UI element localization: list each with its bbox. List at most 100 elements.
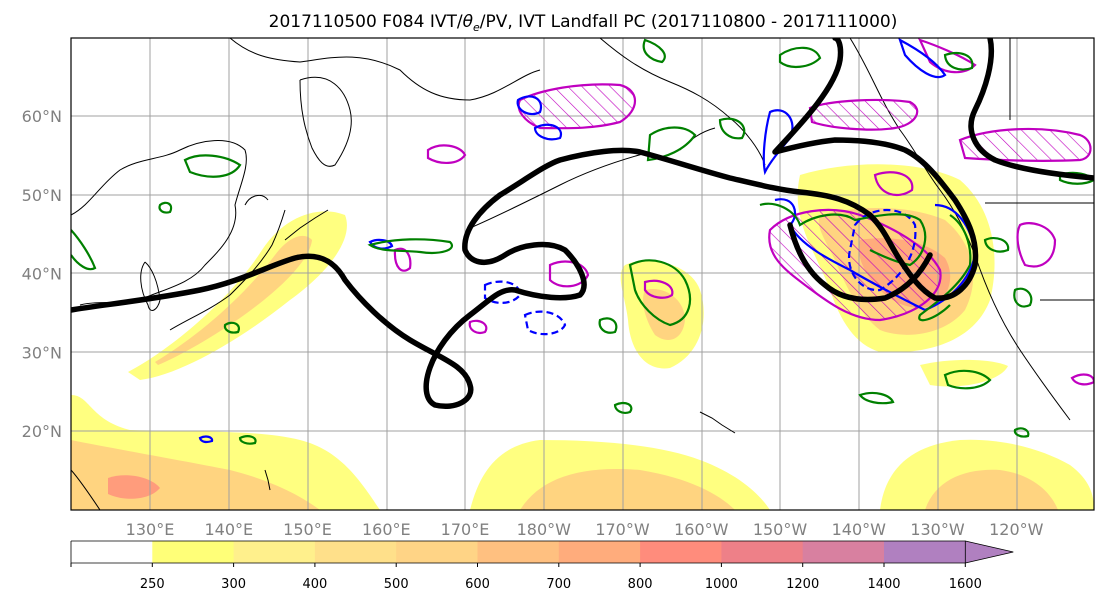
lat-tick-label: 20°N [22,422,62,441]
korea-coastline [140,261,161,311]
colorbar: 250 300 400 500 600 700 800 1000 1200 1400 1600 [70,540,1014,592]
ivt-dateline-blob-inner [643,289,685,340]
ivt-central-pacific-inner [520,468,735,510]
green-east-coast [918,214,972,322]
green-aleutian-2 [718,117,746,140]
lon-tick-label: 130°E [126,520,175,539]
colorbar-tick-label: 600 [465,577,490,592]
lon-tick-label: 160°W [674,520,729,539]
lon-tick-label: 180°W [517,520,572,539]
green-bc-coast [983,236,1010,253]
latitude-labels: 60°N 50°N 40°N 30°N 20°N [22,107,62,441]
green-kamchatka-small [158,201,173,214]
canada-us-border [985,38,1094,301]
green-north-1 [642,38,666,64]
green-dateline-2 [598,317,618,334]
green-south-east-2 [858,391,895,405]
kamchatka-coastline [299,76,352,167]
lon-tick-label: 150°W [753,520,808,539]
siberia-coastline [229,38,541,101]
colorbar-segment [71,541,153,563]
ivt-subtropics-west-core [108,475,160,499]
green-north-2 [778,46,822,68]
green-okhotsk [183,154,242,178]
pv-contours [71,38,1094,445]
map-frame [70,37,1095,511]
colorbar-tick-label: 1200 [786,577,819,592]
green-north-left [71,229,97,271]
magenta-small-4 [393,247,412,272]
colorbar-tick-label: 1600 [949,577,982,592]
green-small-pacific-3 [1013,427,1030,438]
colorbar-tick-label: 300 [221,577,246,592]
lon-tick-label: 170°E [441,520,490,539]
magenta-north-hatched [808,98,919,131]
lat-tick-label: 60°N [22,107,62,126]
colorbar-segment [558,541,641,563]
colorbar-tick-label: 1400 [867,577,900,592]
colorbar-segment [152,541,235,563]
colorbar-segment [396,541,478,563]
colorbar-segment [233,541,316,563]
green-dateline [628,259,692,327]
magenta-small-3 [643,279,674,299]
blue-aleutian [533,123,563,141]
colorbar-segment [802,541,885,563]
lon-tick-label: 160°E [362,520,411,539]
colorbar-segment [640,541,722,563]
magenta-small-7 [1016,222,1057,268]
lon-tick-label: 130°W [910,520,965,539]
green-north-3 [943,51,974,71]
lat-tick-label: 30°N [22,343,62,362]
bonin-islands [264,469,271,491]
lon-tick-label: 170°W [595,520,650,539]
blue-dashed-2 [523,310,567,336]
green-south-east [943,369,992,390]
colorbar-tick-label: 1000 [705,577,738,592]
magenta-small-6 [873,171,914,197]
magenta-nw-canada-hatched [958,127,1092,162]
blue-small-2 [198,435,214,444]
lat-tick-label: 50°N [22,186,62,205]
colorbar-tick-label: 500 [384,577,409,592]
magenta-small-8 [1070,373,1094,386]
green-kuriles [367,238,453,254]
hawaii-islands [699,411,736,434]
blue-small-3 [898,38,947,79]
lon-tick-label: 140°W [832,520,887,539]
colorbar-segment [477,541,560,563]
aleutian-chain [469,151,651,229]
colorbar-segment [314,541,397,563]
ivt-southeast-patch [920,359,1008,387]
green-small-pacific [223,321,240,334]
magenta-small-5 [468,319,488,334]
colorbar-extend-arrow [964,540,1014,564]
magenta-small-2 [548,260,590,288]
magenta-small-1 [426,144,467,164]
philippines-coastline [71,469,101,510]
blue-dashed-dateline [483,280,522,304]
asia-coastline [71,140,247,306]
green-us-west [1013,287,1033,308]
kurile-islands [284,209,329,241]
lon-tick-label: 120°W [989,520,1044,539]
colorbar-frame [70,540,966,564]
blue-alaska [762,109,794,176]
colorbar-tick-label: 800 [628,577,653,592]
green-south-mid [613,401,633,414]
ivt-subtropics-east-inner [925,469,1058,510]
pc-contour-line [71,38,1094,409]
lon-tick-label: 140°E [204,520,253,539]
green-small-pacific-2 [238,435,257,445]
colorbar-segment [884,541,966,563]
blue-bering [516,95,543,116]
map-panel [70,37,1095,511]
blue-gulf-alaska-dashed [847,208,917,292]
colorbar-segment [721,541,804,563]
longitude-labels: 130°E 140°E 150°E 160°E 170°E 180°W 170°W 160°W… [126,520,1044,539]
colorbar-tick-label: 250 [140,577,165,592]
colorbar-tick-label: 700 [546,577,571,592]
green-gulf-alaska [759,202,927,267]
chart-title: 2017110500 F084 IVT/θe/PV, IVT Landfall … [269,12,898,34]
